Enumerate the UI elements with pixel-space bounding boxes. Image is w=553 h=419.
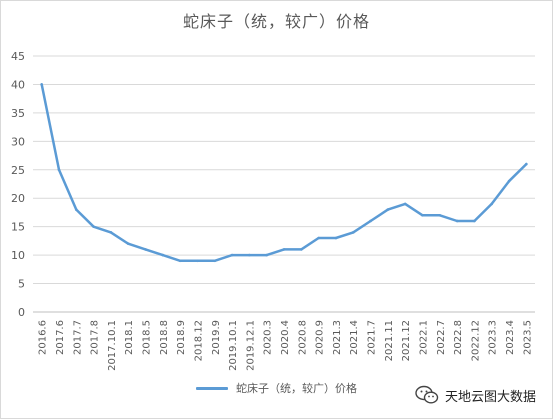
legend-swatch <box>196 386 228 390</box>
data-point <box>109 231 113 234</box>
y-tick-label: 15 <box>11 221 25 234</box>
data-point <box>92 225 95 228</box>
y-tick-label: 45 <box>11 50 25 63</box>
data-point <box>144 248 147 251</box>
data-point <box>369 219 372 223</box>
x-tick-label: 2017.7 <box>72 320 83 355</box>
x-tick-label: 2023.4 <box>505 320 516 355</box>
data-point <box>196 259 199 263</box>
data-point <box>455 219 459 223</box>
x-tick-label: 2020.4 <box>280 320 291 355</box>
data-point <box>403 202 407 206</box>
y-tick-label: 40 <box>11 78 25 91</box>
data-point <box>351 231 355 234</box>
data-point <box>40 83 43 86</box>
y-tick-label: 25 <box>11 164 25 177</box>
y-tick-label: 30 <box>11 135 25 148</box>
data-point <box>230 253 234 257</box>
data-point <box>74 208 78 211</box>
x-tick-label: 2018.12 <box>193 320 204 361</box>
y-tick-label: 10 <box>11 249 25 262</box>
x-tick-label: 2016.6 <box>38 320 49 355</box>
data-point <box>282 248 286 251</box>
data-point <box>334 236 338 240</box>
data-point <box>161 253 165 257</box>
x-tick-label: 2019.9 <box>211 320 222 355</box>
data-point <box>438 213 442 217</box>
legend-label: 蛇床子（统，较广）价格 <box>236 382 357 395</box>
x-tick-label: 2021.7 <box>367 320 378 355</box>
x-tick-label: 2022.12 <box>470 320 481 361</box>
x-tick-label: 2021.4 <box>349 320 360 355</box>
x-tick-label: 2020.3 <box>263 320 274 355</box>
data-point <box>507 179 511 183</box>
x-tick-label: 2017.8 <box>90 320 101 355</box>
y-tick-label: 5 <box>18 278 25 291</box>
x-tick-label: 2019.12.1 <box>245 320 256 371</box>
data-point <box>57 168 61 172</box>
y-tick-label: 20 <box>11 192 25 205</box>
data-point <box>473 219 476 223</box>
data-point <box>525 162 528 166</box>
watermark: 天地云图大数据 <box>415 385 536 405</box>
watermark-text: 天地云图大数据 <box>445 389 537 405</box>
data-point <box>213 259 217 263</box>
x-tick-label: 2022.7 <box>436 320 447 355</box>
legend: 蛇床子（统，较广）价格 <box>0 380 553 396</box>
x-tick-label: 2022.8 <box>453 320 464 355</box>
x-tick-label: 2018.5 <box>142 320 153 355</box>
x-tick-label: 2021.11 <box>384 320 395 361</box>
x-tick-label: 2020.8 <box>297 320 308 355</box>
x-tick-label: 2020.9 <box>315 320 326 355</box>
x-tick-label: 2023.3 <box>488 320 499 355</box>
x-tick-label: 2022.1 <box>418 320 429 355</box>
data-point <box>317 236 320 240</box>
x-tick-label: 2021.3 <box>332 320 343 355</box>
data-point <box>265 253 268 257</box>
x-tick-label: 2021.12 <box>401 320 412 361</box>
x-tick-label: 2017.10.1 <box>107 320 118 371</box>
x-tick-label: 2023.5 <box>522 320 533 355</box>
data-point <box>248 253 251 257</box>
wechat-icon <box>415 385 439 404</box>
x-tick-label: 2019.10.1 <box>228 320 239 371</box>
x-tick-label: 2017.6 <box>55 320 66 355</box>
data-point <box>126 242 130 246</box>
data-point <box>421 213 424 217</box>
data-point <box>490 202 494 206</box>
data-point <box>386 208 390 211</box>
x-tick-label: 2018.8 <box>159 320 170 355</box>
x-tick-label: 2018.1 <box>124 320 135 355</box>
y-tick-label: 35 <box>11 107 25 120</box>
x-tick-label: 2018.9 <box>176 320 187 355</box>
y-tick-label: 0 <box>18 306 25 319</box>
data-point <box>300 248 303 251</box>
data-point <box>178 259 182 263</box>
series-line <box>40 83 528 263</box>
chart-title: 蛇床子（统，较广）价格 <box>182 12 370 31</box>
